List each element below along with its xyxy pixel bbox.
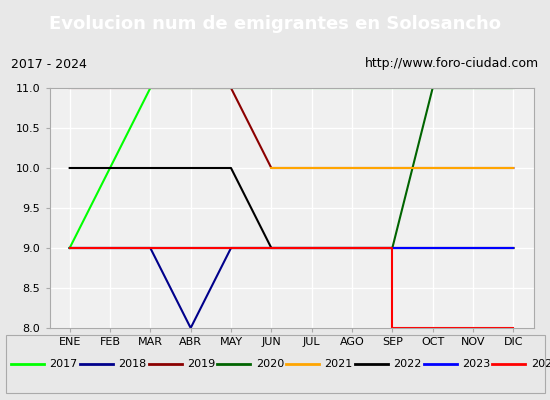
Text: 2017: 2017 bbox=[50, 359, 78, 369]
Text: 2020: 2020 bbox=[256, 359, 284, 369]
Text: 2024: 2024 bbox=[531, 359, 550, 369]
Text: 2019: 2019 bbox=[187, 359, 215, 369]
Text: 2022: 2022 bbox=[393, 359, 422, 369]
Text: http://www.foro-ciudad.com: http://www.foro-ciudad.com bbox=[365, 58, 539, 70]
Text: Evolucion num de emigrantes en Solosancho: Evolucion num de emigrantes en Solosanch… bbox=[49, 15, 501, 33]
Text: 2021: 2021 bbox=[324, 359, 353, 369]
Text: 2018: 2018 bbox=[118, 359, 146, 369]
Text: 2023: 2023 bbox=[462, 359, 490, 369]
Text: 2017 - 2024: 2017 - 2024 bbox=[11, 58, 87, 70]
